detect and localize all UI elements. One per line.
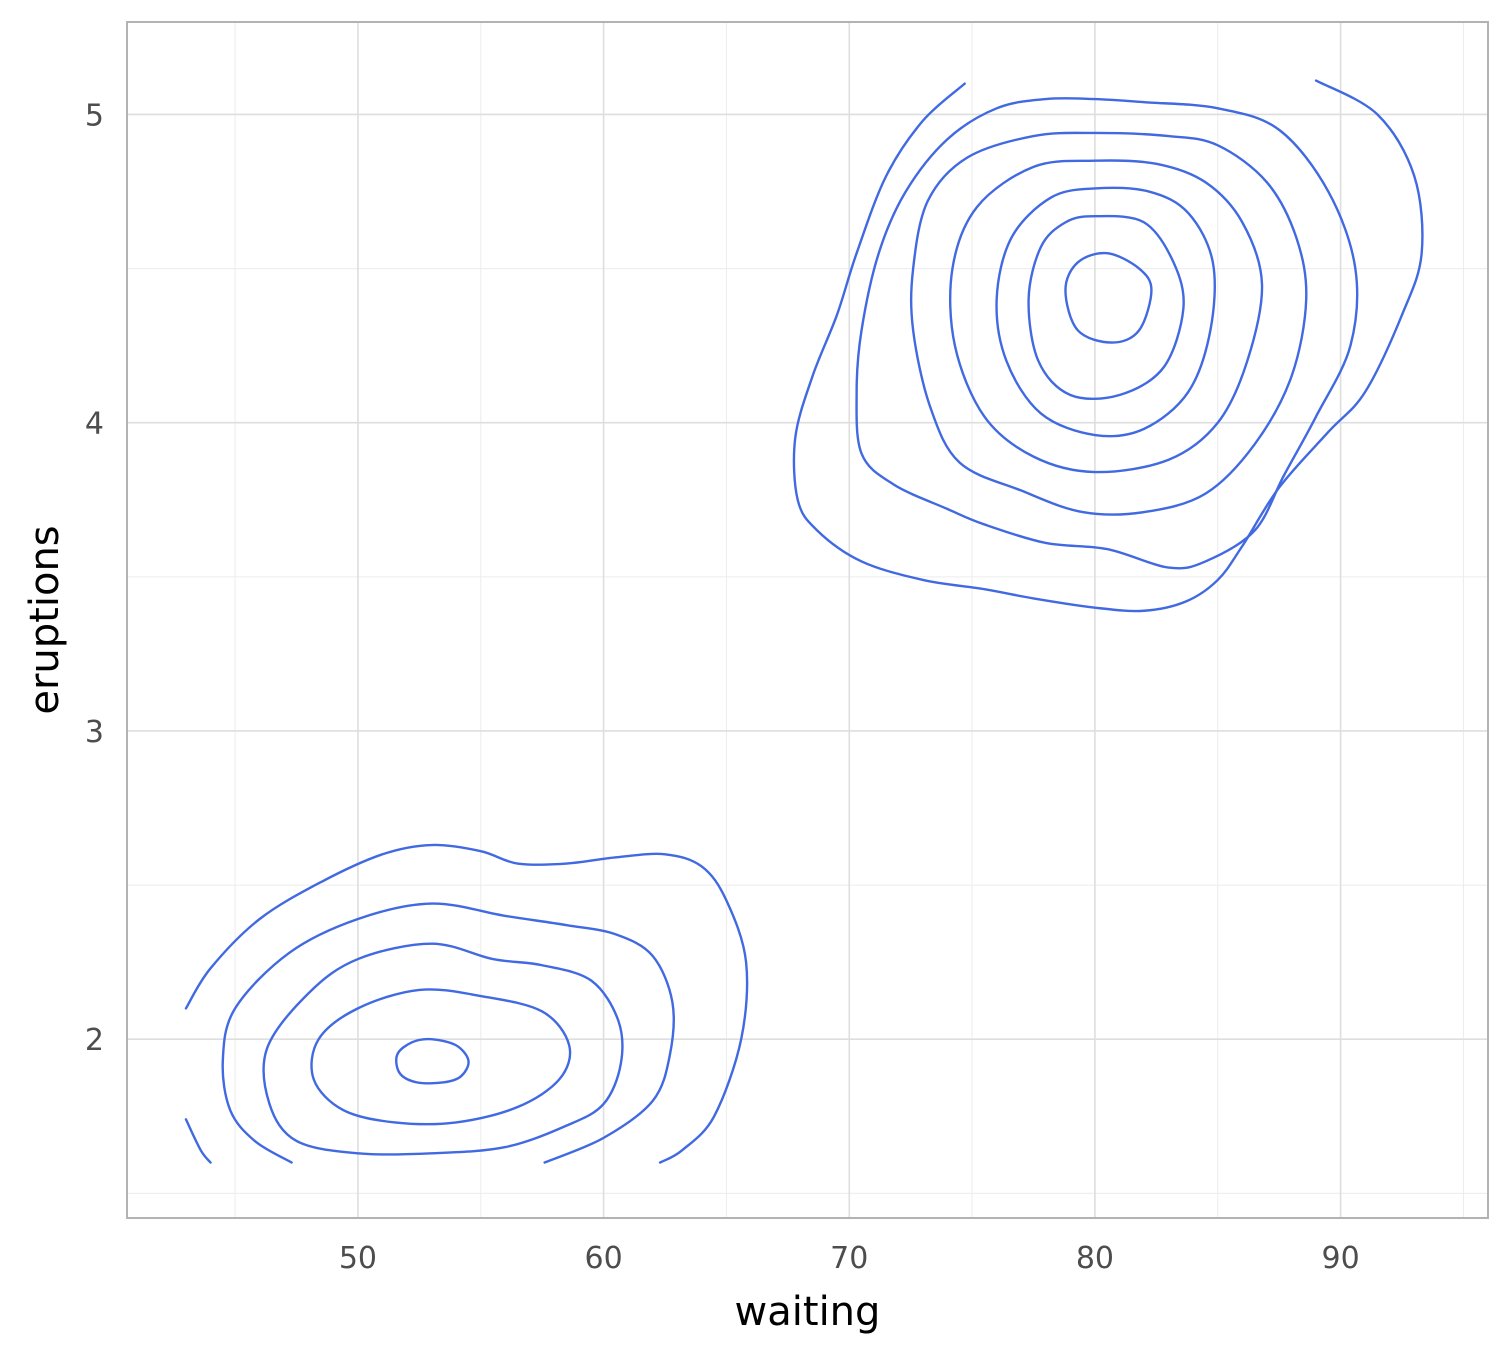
major-gridlines [127, 22, 1488, 1218]
y-tick-label-2: 4 [85, 407, 104, 442]
contour-line-upper-1 [792, 79, 1424, 613]
contour-line-lower-1 [184, 843, 749, 1164]
y-tick-label-1: 3 [85, 715, 104, 750]
contour-line-upper-3 [909, 131, 1308, 516]
y-axis-tick-labels: 2 3 4 5 [85, 98, 104, 1058]
plot-panel-border [126, 21, 1489, 1219]
x-axis-title: waiting [735, 1289, 881, 1335]
x-tick-label-4: 90 [1322, 1241, 1360, 1276]
x-tick-label-2: 70 [830, 1241, 868, 1276]
contour-line-lower-4 [310, 988, 572, 1126]
contour-line-lower-1-left [184, 1118, 212, 1164]
y-axis-title: eruptions [22, 525, 68, 714]
x-tick-label-0: 50 [339, 1241, 377, 1276]
y-tick-label-3: 5 [85, 98, 104, 133]
contour-lines [184, 79, 1424, 1164]
contour-line-upper-6 [1027, 214, 1185, 401]
contour-line-lower-3 [262, 942, 624, 1156]
x-tick-label-3: 80 [1076, 1241, 1114, 1276]
contour-line-upper-5 [995, 186, 1216, 438]
contour-line-lower-5 [395, 1037, 470, 1085]
y-tick-label-0: 2 [85, 1023, 104, 1058]
contour-line-upper-7 [1064, 251, 1153, 344]
x-axis-tick-labels: 50 60 70 80 90 [339, 1241, 1360, 1276]
contour-line-upper-4 [949, 159, 1264, 474]
contour-line-lower-2 [221, 902, 675, 1164]
x-tick-label-1: 60 [585, 1241, 623, 1276]
contour-line-upper-2 [855, 97, 1359, 570]
